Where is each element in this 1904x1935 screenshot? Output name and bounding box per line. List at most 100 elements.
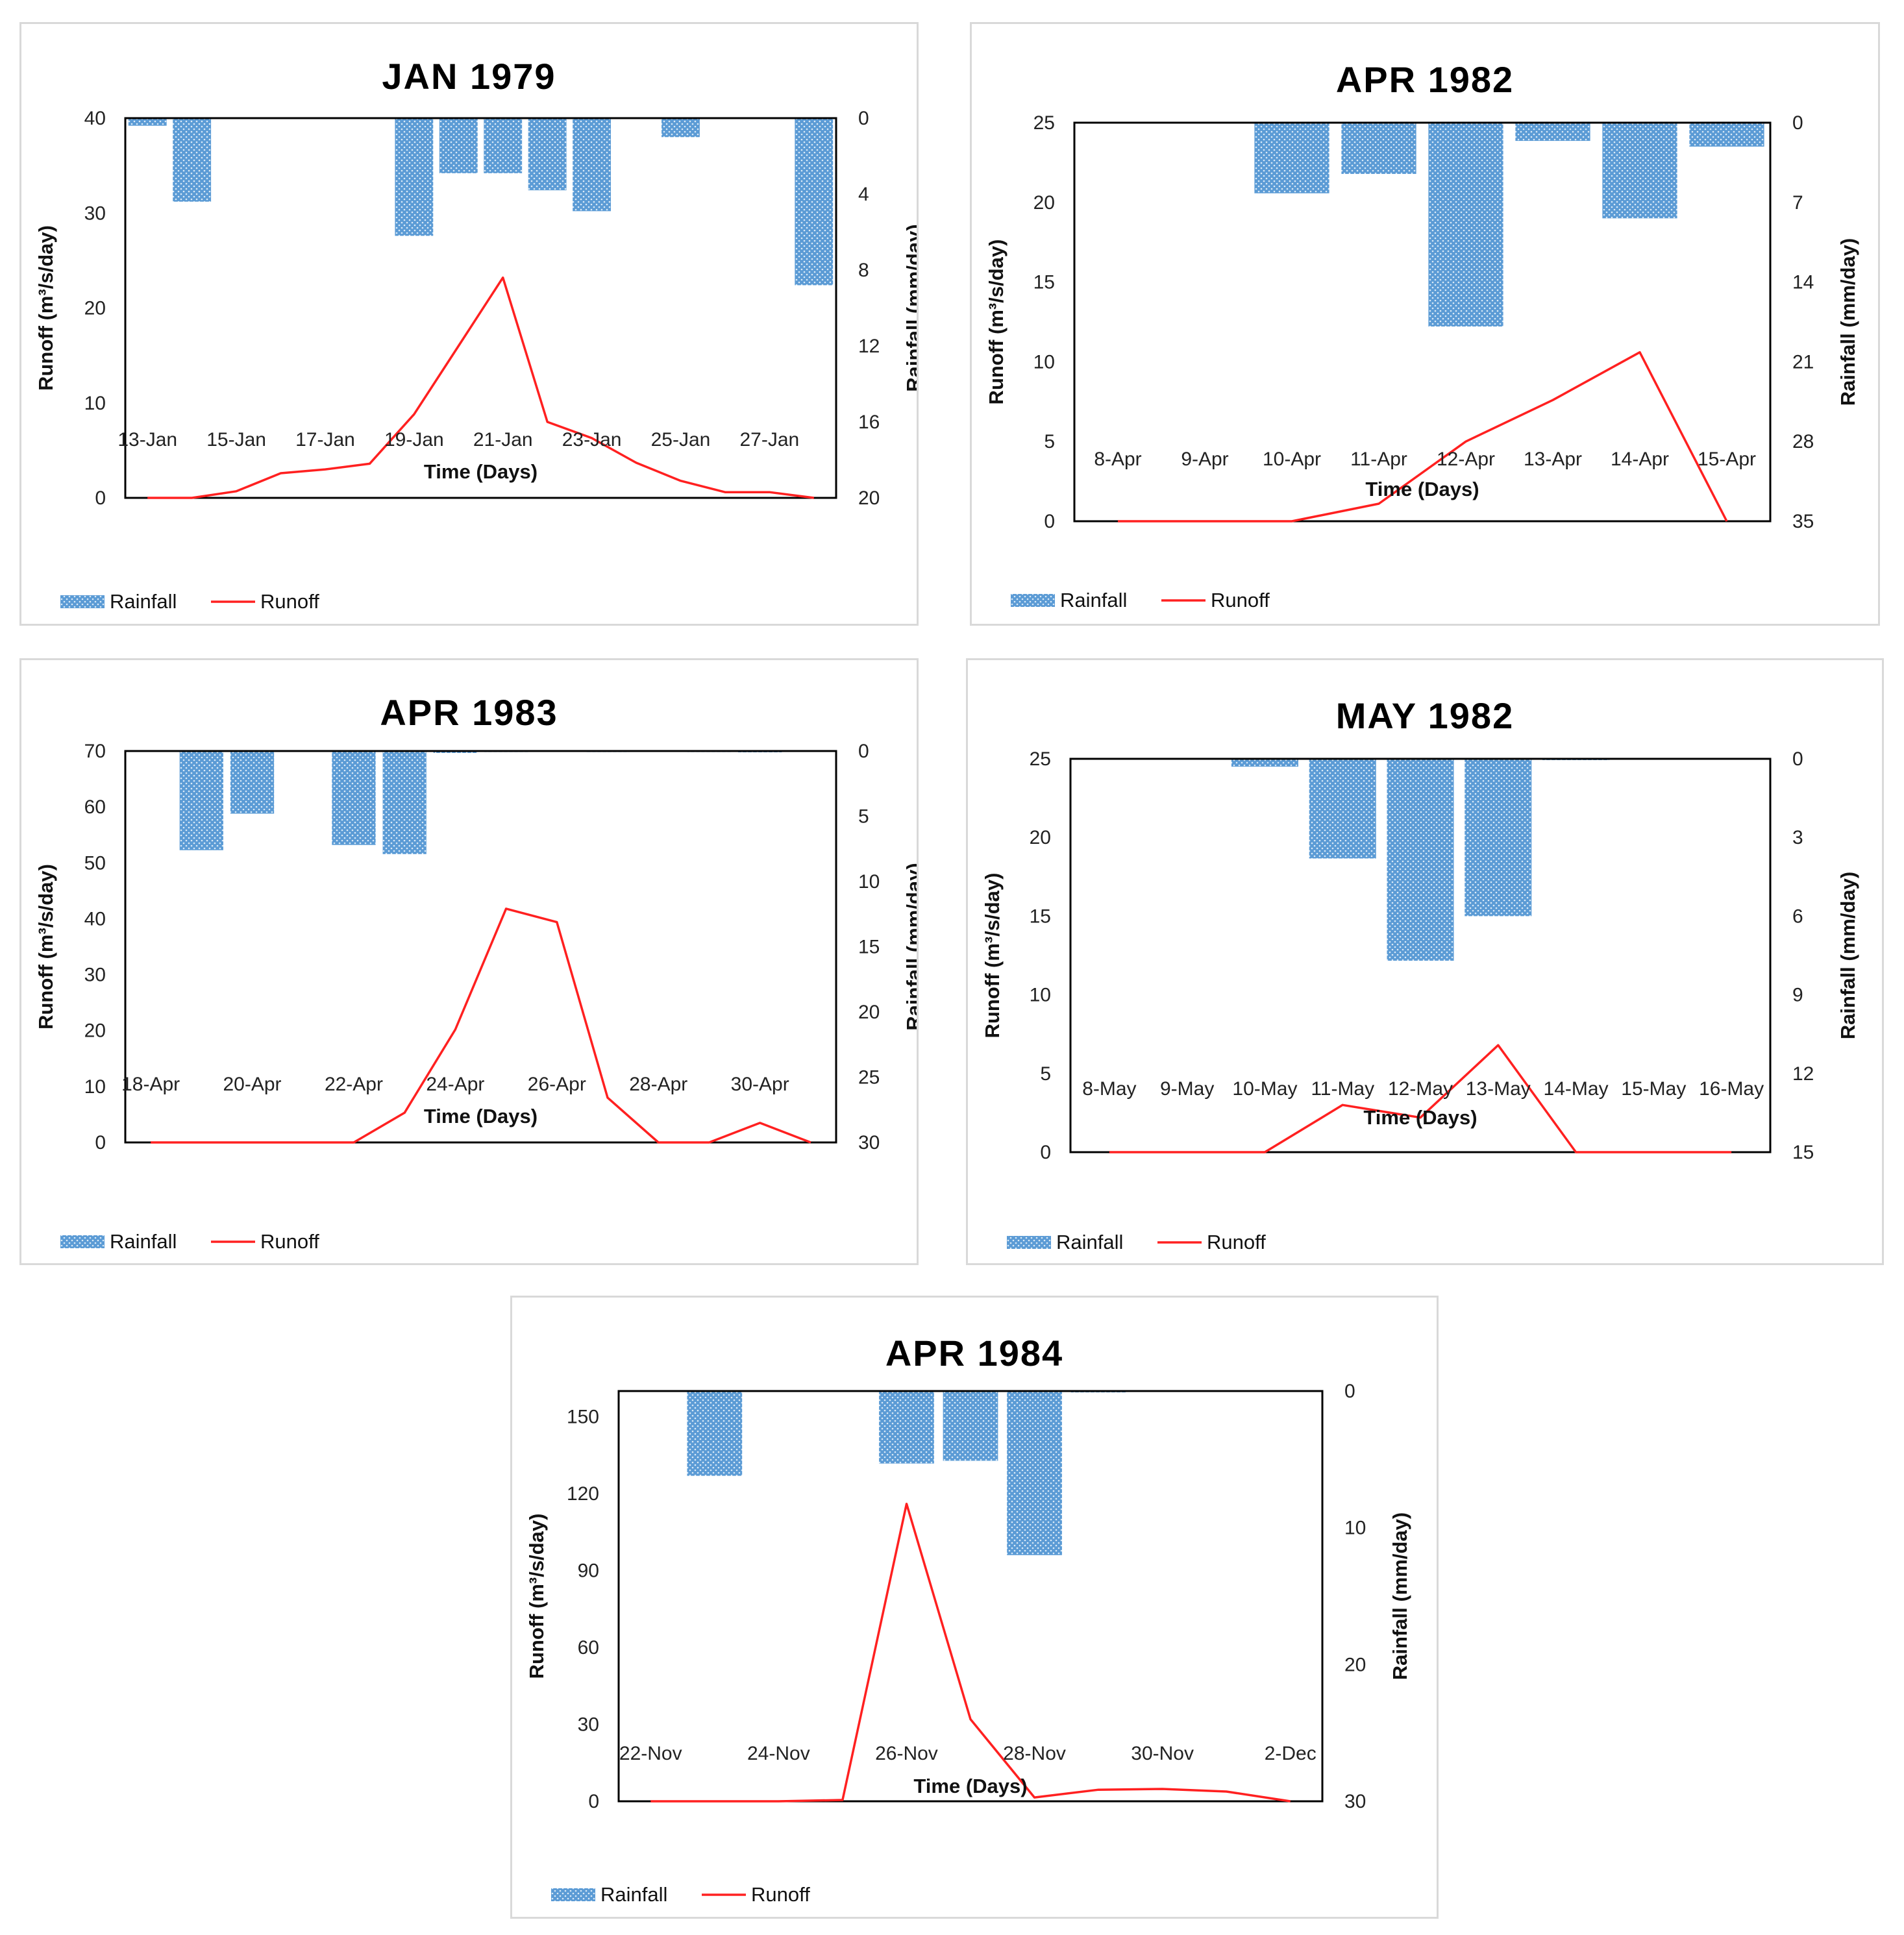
- legend-rainfall-label: Rainfall: [110, 1230, 177, 1253]
- legend-rainfall-label: Rainfall: [110, 590, 177, 613]
- chart-svg: JAN 1979 0 10 20 30 40 0 4 8 12 16 20 13-Jan 15-Jan 17…: [34, 56, 917, 613]
- x-tick-label: 15-Jan: [206, 429, 266, 450]
- right-y-tick-label: 15: [858, 937, 880, 958]
- rainfall-bar: [1341, 123, 1416, 174]
- right-y-tick-label: 6: [1792, 906, 1803, 927]
- left-y-tick-label: 150: [567, 1407, 599, 1428]
- right-y-tick-label: 0: [1344, 1381, 1355, 1402]
- left-y-tick-label: 10: [1030, 985, 1051, 1006]
- left-y-axis-label: Runoff (m³/s/day): [525, 1514, 548, 1679]
- legend-runoff-label: Runoff: [260, 1230, 319, 1253]
- x-tick-label: 15-Apr: [1698, 449, 1756, 470]
- chart-svg: APR 1982 0 5 10 15 20 25 0 7 14 21 28 35 8-Apr 9-Apr 10…: [985, 59, 1859, 611]
- rainfall-bar: [573, 118, 612, 212]
- rainfall-bar: [1428, 123, 1503, 327]
- right-y-tick-label: 0: [858, 741, 869, 762]
- chart-panel-jan-1979: JAN 1979 0 10 20 30 40 0 4 8 12 16 20 13-Jan 15-Jan 17…: [19, 22, 919, 626]
- x-tick-label: 11-Apr: [1350, 449, 1407, 470]
- rainfall-bar: [1254, 123, 1329, 193]
- x-axis-label: Time (Days): [1363, 1106, 1477, 1129]
- x-tick-label: 27-Jan: [739, 429, 799, 450]
- x-tick-label: 15-May: [1621, 1078, 1686, 1100]
- legend-rainfall-label: Rainfall: [1056, 1231, 1123, 1253]
- right-y-tick-label: 4: [858, 184, 869, 205]
- left-y-tick-label: 40: [84, 908, 106, 930]
- x-tick-label: 24-Apr: [426, 1074, 484, 1095]
- rainfall-bar: [795, 118, 834, 286]
- legend-runoff-label: Runoff: [1211, 589, 1270, 611]
- left-y-tick-label: 10: [1033, 351, 1055, 373]
- left-y-tick-label: 5: [1044, 431, 1055, 452]
- x-tick-label: 19-Jan: [384, 429, 444, 450]
- left-y-axis-label: Runoff (m³/s/day): [981, 873, 1004, 1039]
- right-y-tick-label: 5: [858, 806, 869, 828]
- plot-area: [1069, 758, 1772, 1153]
- rainfall-bar: [1231, 759, 1298, 767]
- rainfall-bar: [395, 118, 434, 236]
- legend-rainfall-swatch: [60, 595, 105, 608]
- rainfall-bar: [332, 751, 376, 845]
- right-y-tick-label: 0: [858, 108, 869, 129]
- runoff-line: [1109, 1044, 1732, 1153]
- x-tick-label: 9-May: [1160, 1078, 1214, 1100]
- legend-rainfall-label: Rainfall: [1060, 589, 1127, 611]
- x-tick-label: 18-Apr: [121, 1074, 180, 1095]
- left-y-tick-label: 0: [1040, 1142, 1051, 1163]
- x-axis-label: Time (Days): [913, 1775, 1027, 1797]
- x-tick-label: 13-May: [1466, 1078, 1531, 1100]
- rainfall-bar: [128, 118, 167, 126]
- x-tick-label: 17-Jan: [295, 429, 355, 450]
- right-y-axis-label: Rainfall (mm/day): [902, 863, 917, 1030]
- chart-svg: APR 1983 0 10 20 30 40 50 60 70 0 5 10 15 20 25 30 18-Ap…: [34, 692, 917, 1253]
- left-y-tick-label: 10: [84, 393, 106, 414]
- right-y-tick-label: 20: [1344, 1654, 1366, 1675]
- left-y-axis-label: Runoff (m³/s/day): [985, 240, 1008, 405]
- right-y-tick-label: 20: [858, 1002, 880, 1023]
- x-axis-label: Time (Days): [424, 460, 538, 483]
- right-y-tick-label: 30: [1344, 1791, 1366, 1812]
- right-y-tick-label: 0: [1792, 748, 1803, 770]
- left-y-tick-label: 15: [1033, 272, 1055, 293]
- right-y-tick-label: 21: [1792, 351, 1814, 373]
- rainfall-bar: [484, 118, 523, 173]
- chart-svg: MAY 1982 0 5 10 15 20 25 0 3 6 9 12 15 8-May 9-May 10-M…: [981, 695, 1859, 1253]
- x-tick-label: 8-Apr: [1094, 449, 1141, 470]
- chart-panel-may-1982: MAY 1982 0 5 10 15 20 25 0 3 6 9 12 15 8-May 9-May 10-M…: [966, 658, 1884, 1265]
- left-y-tick-label: 30: [84, 203, 106, 224]
- right-y-tick-label: 10: [1344, 1518, 1366, 1539]
- chart-panel-apr-1983: APR 1983 0 10 20 30 40 50 60 70 0 5 10 15 20 25 30 18-Ap…: [19, 658, 919, 1265]
- left-y-axis-label: Runoff (m³/s/day): [34, 864, 57, 1029]
- x-tick-label: 28-Nov: [1003, 1743, 1066, 1764]
- rainfall-bar: [943, 1391, 998, 1461]
- left-y-tick-label: 25: [1033, 112, 1055, 134]
- legend-rainfall-swatch: [551, 1888, 595, 1901]
- x-tick-label: 22-Apr: [325, 1074, 383, 1095]
- rainfall-bar: [1602, 123, 1677, 219]
- chart-svg: APR 1984 0 30 60 90 120 150 0 10 20 30 22-Nov 24-Nov…: [525, 1333, 1411, 1906]
- x-tick-label: 14-Apr: [1611, 449, 1669, 470]
- chart-title: APR 1982: [1336, 59, 1514, 100]
- chart-panel-apr-1982: APR 1982 0 5 10 15 20 25 0 7 14 21 28 35 8-Apr 9-Apr 10…: [970, 22, 1880, 626]
- rainfall-bar: [433, 751, 478, 754]
- right-y-tick-label: 9: [1792, 985, 1803, 1006]
- rainfall-bar: [173, 118, 212, 202]
- left-y-tick-label: 25: [1030, 748, 1051, 770]
- x-tick-label: 26-Nov: [875, 1743, 938, 1764]
- chart-title: APR 1983: [380, 692, 558, 733]
- x-tick-label: 28-Apr: [629, 1074, 687, 1095]
- x-tick-label: 26-Apr: [528, 1074, 586, 1095]
- rainfall-bar: [382, 751, 427, 854]
- left-y-tick-label: 20: [1033, 192, 1055, 214]
- left-y-tick-label: 10: [84, 1076, 106, 1098]
- plot-area: [1073, 121, 1772, 523]
- rainfall-bar: [687, 1391, 743, 1476]
- rainfall-bar: [1309, 759, 1376, 859]
- right-y-axis-label: Rainfall (mm/day): [1836, 238, 1859, 406]
- rainfall-bar: [1387, 759, 1454, 961]
- right-y-tick-label: 16: [858, 412, 880, 433]
- right-y-tick-label: 25: [858, 1067, 880, 1089]
- x-tick-label: 22-Nov: [619, 1743, 682, 1764]
- right-y-tick-label: 3: [1792, 827, 1803, 848]
- left-y-tick-label: 50: [84, 852, 106, 874]
- legend-runoff-label: Runoff: [1207, 1231, 1266, 1253]
